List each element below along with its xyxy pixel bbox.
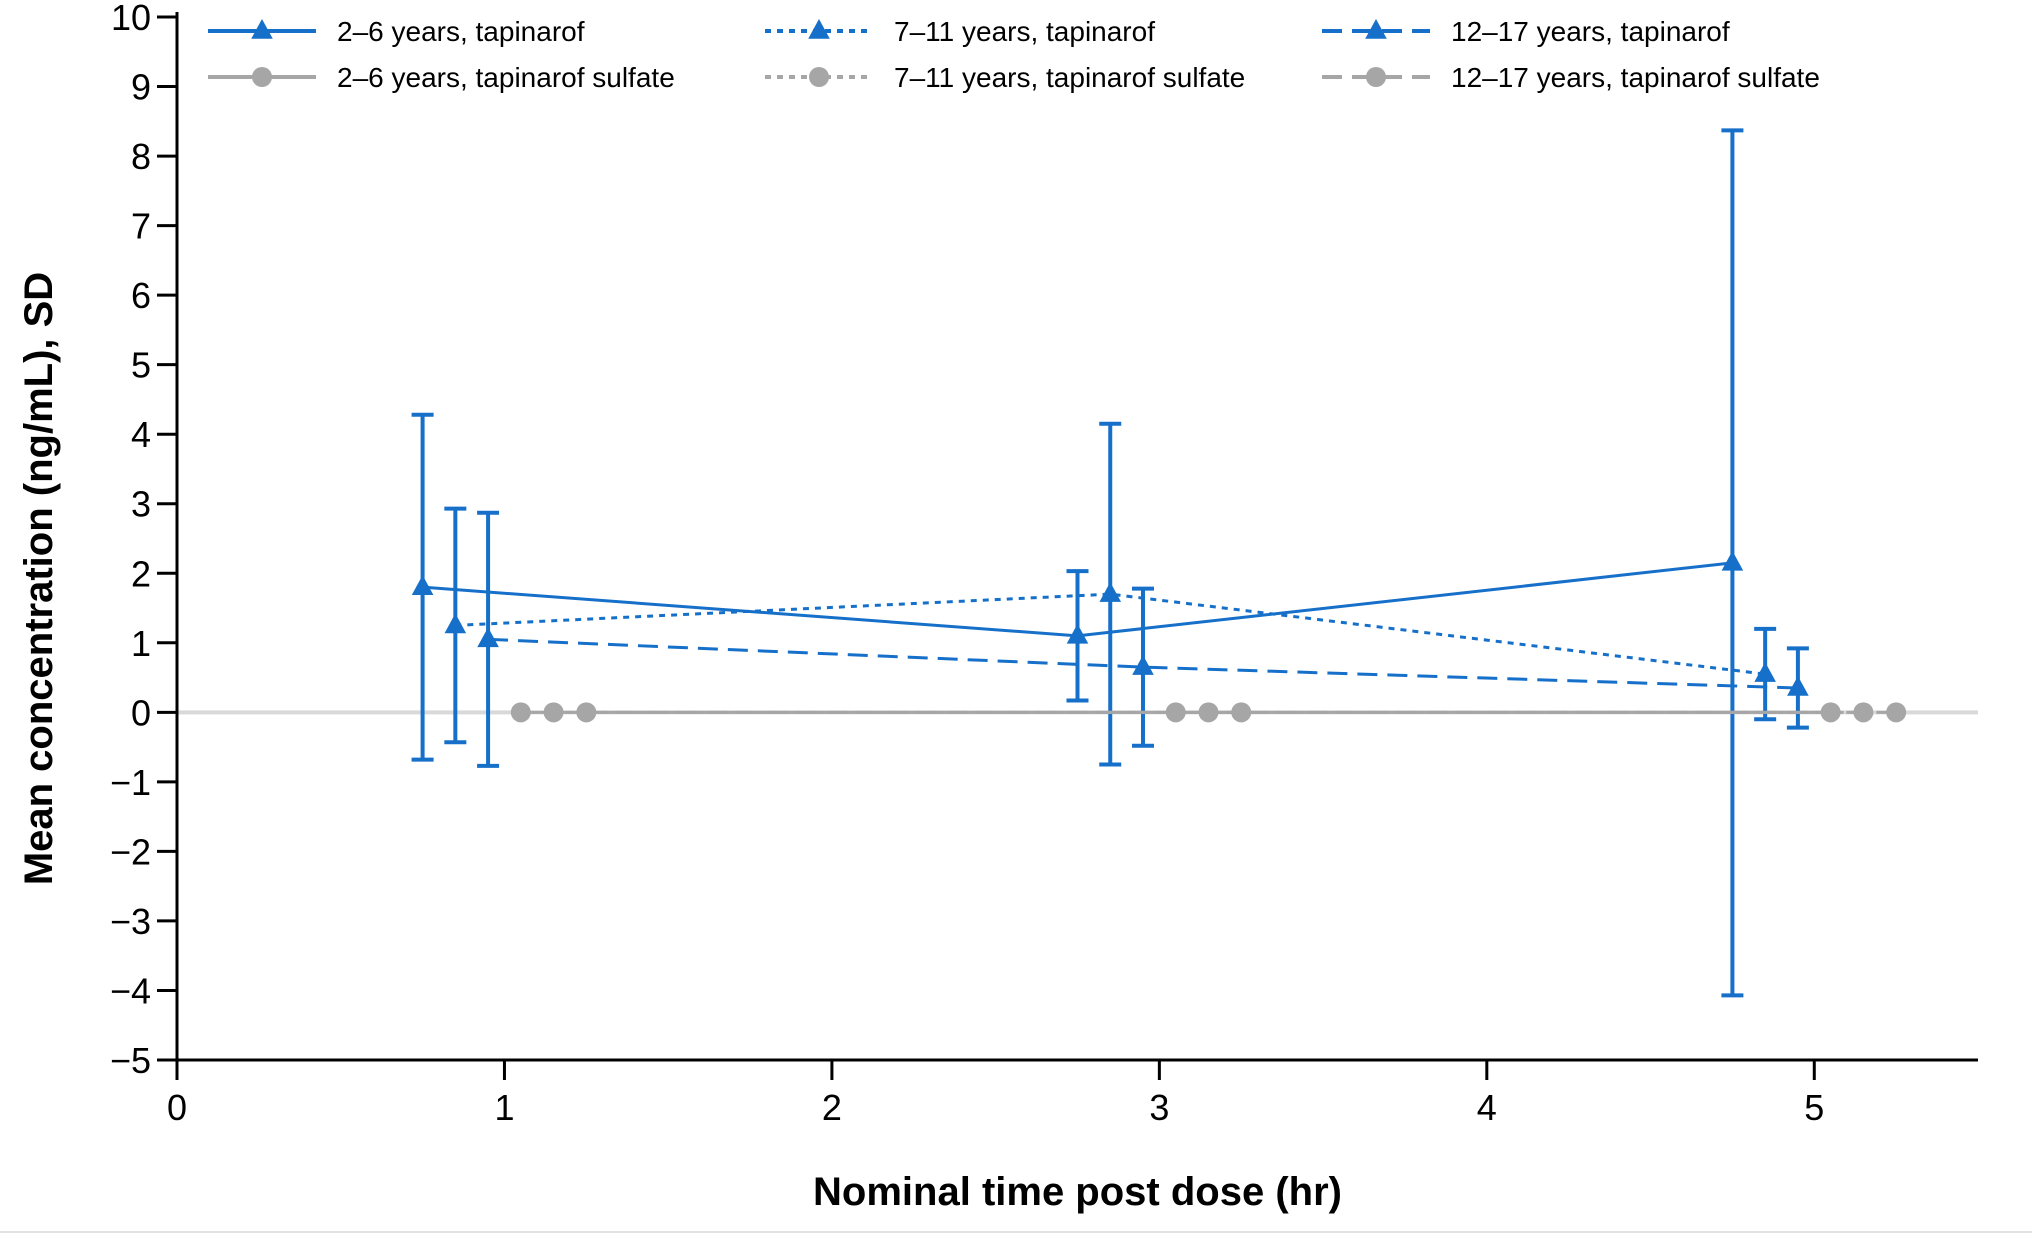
data-point-triangle xyxy=(1066,623,1089,644)
data-point-triangle xyxy=(1721,550,1744,571)
legend-item-5: 7–11 years, tapinarof sulfate xyxy=(765,62,1245,93)
x-tick-label: 5 xyxy=(1804,1087,1824,1128)
data-point-circle xyxy=(1886,702,1907,723)
legend-item-1: 2–6 years, tapinarof xyxy=(208,16,585,47)
y-tick-label: 2 xyxy=(131,553,151,594)
legend-marker-triangle xyxy=(251,19,273,39)
series-line xyxy=(455,592,1766,676)
legend: 2–6 years, tapinarof 7–11 years, tapinaro… xyxy=(208,16,1820,93)
y-tick-label: 9 xyxy=(131,67,151,108)
data-point-triangle xyxy=(411,575,434,595)
data-point-triangle xyxy=(477,627,499,648)
series-2 xyxy=(444,421,1777,767)
legend-item-3: 12–17 years, tapinarof xyxy=(1322,16,1730,47)
y-tick-label: 0 xyxy=(131,692,151,733)
legend-marker-circle xyxy=(1366,67,1386,87)
legend-label: 12–17 years, tapinarof xyxy=(1451,16,1730,47)
legend-marker-circle xyxy=(252,67,272,87)
y-axis-title: Mean concentration (ng/mL), SD xyxy=(17,272,61,885)
data-point-circle xyxy=(1198,702,1219,723)
y-tick-label: −1 xyxy=(110,762,151,803)
y-tick-label: 3 xyxy=(131,484,151,525)
y-tick-label: 4 xyxy=(131,414,151,455)
x-tick-label: 3 xyxy=(1149,1087,1169,1128)
x-tick-label: 2 xyxy=(822,1087,842,1128)
legend-label: 2–6 years, tapinarof sulfate xyxy=(337,62,675,93)
x-tick-label: 1 xyxy=(494,1087,514,1128)
legend-label: 2–6 years, tapinarof xyxy=(337,16,585,47)
y-tick-label: 10 xyxy=(111,0,151,38)
legend-item-6: 12–17 years, tapinarof sulfate xyxy=(1322,62,1820,93)
series-line xyxy=(488,637,1798,690)
x-axis-title: Nominal time post dose (hr) xyxy=(813,1170,1342,1214)
series-1 xyxy=(411,128,1744,998)
y-tick-label: −2 xyxy=(110,831,151,872)
y-tick-label: 7 xyxy=(131,206,151,247)
series-6 xyxy=(576,702,1907,723)
y-tick-label: 1 xyxy=(131,623,151,664)
legend-item-4: 2–6 years, tapinarof sulfate xyxy=(208,62,675,93)
legend-label: 7–11 years, tapinarof sulfate xyxy=(894,62,1245,93)
legend-marker-triangle xyxy=(1365,19,1387,39)
y-tick-label: −5 xyxy=(110,1040,151,1081)
series-3 xyxy=(477,510,1809,768)
legend-item-2: 7–11 years, tapinarof xyxy=(765,16,1155,47)
legend-marker-triangle xyxy=(808,19,830,39)
y-tick-label: −3 xyxy=(110,901,151,942)
y-tick-label: 5 xyxy=(131,345,151,386)
data-point-circle xyxy=(576,702,597,723)
data-point-triangle xyxy=(1754,662,1776,682)
data-point-triangle xyxy=(1099,582,1122,602)
legend-label: 7–11 years, tapinarof xyxy=(894,16,1155,47)
data-point-triangle xyxy=(1787,675,1809,696)
y-tick-label: 8 xyxy=(131,136,151,177)
legend-label: 12–17 years, tapinarof sulfate xyxy=(1451,62,1820,93)
data-point-circle xyxy=(543,702,564,723)
data-point-circle xyxy=(510,702,531,723)
data-point-triangle xyxy=(1132,655,1154,675)
data-point-triangle xyxy=(444,613,467,634)
x-tick-label: 0 xyxy=(167,1087,187,1128)
x-tick-label: 4 xyxy=(1477,1087,1497,1128)
data-point-circle xyxy=(1231,702,1252,723)
y-tick-label: 6 xyxy=(131,275,151,316)
legend-marker-circle xyxy=(809,67,829,87)
y-tick-label: −4 xyxy=(110,970,151,1011)
